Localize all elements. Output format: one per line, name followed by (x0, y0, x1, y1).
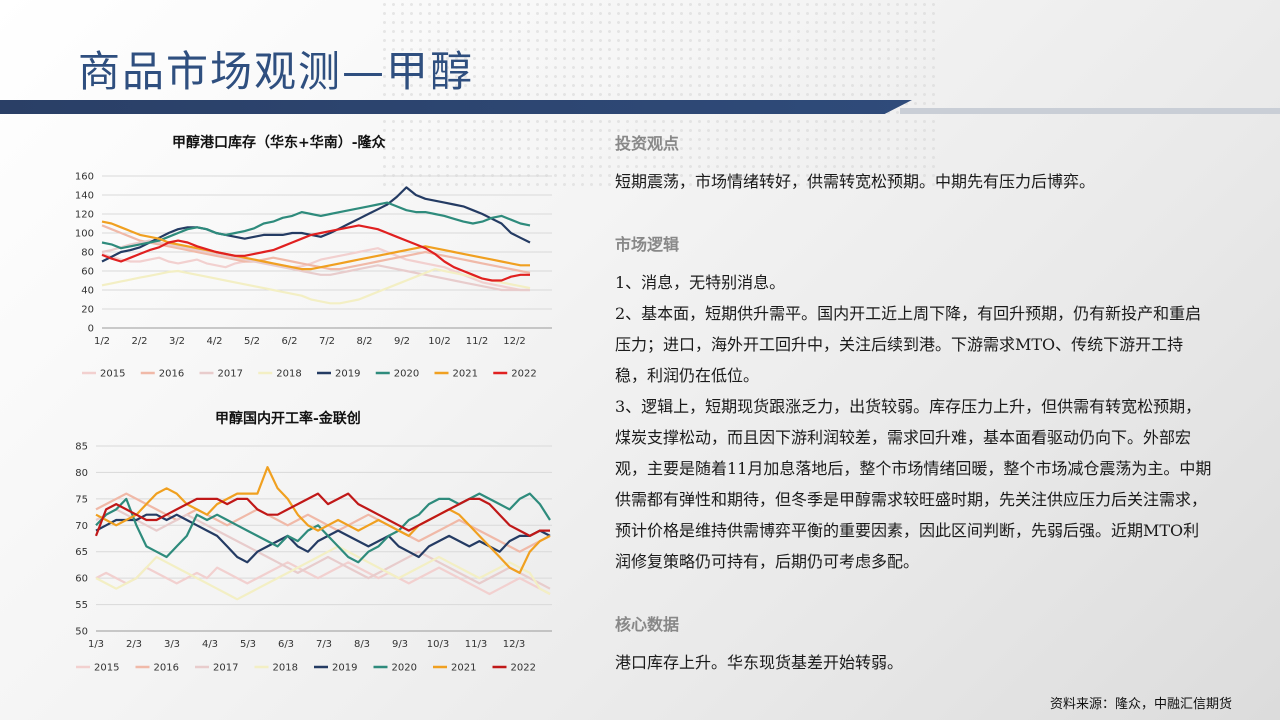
section-core-data: 核心数据 港口库存上升。华东现货基差开始转弱。 (615, 611, 1215, 678)
legend-label: 2018 (273, 663, 298, 674)
chart-port-inventory-svg: 0 20 40 60 80 100 120 140 160 1/2 2/2 3/2 4/2 5/2 6/2 7… (75, 172, 552, 380)
title-underline-band (0, 100, 912, 114)
x-tick-label: 4/2 (206, 336, 222, 347)
chart-title: 甲醇港口库存（华东+华南）-隆众 (172, 135, 386, 151)
x-tick-label: 1/2 (94, 336, 110, 347)
source-note: 资料来源：隆众，中融汇信期货 (1049, 697, 1232, 712)
world-map-dots (380, 0, 940, 190)
series-line-2020 (101, 201, 531, 250)
legend-label: 2015 (94, 663, 119, 674)
series-line-2016 (101, 224, 531, 274)
x-tick-label: 6/2 (281, 336, 297, 347)
section-heading: 核心数据 (615, 615, 680, 634)
chart-title: 甲醇国内开工率-金联创 (215, 411, 361, 427)
series-line-2019 (101, 186, 531, 263)
x-tick-label: 5/3 (240, 639, 256, 650)
series-line-2021 (101, 220, 530, 271)
x-tick-label: 11/3 (465, 639, 487, 650)
legend-label: 2020 (394, 369, 419, 380)
y-tick-label: 50 (75, 627, 88, 638)
section-heading: 投资观点 (615, 134, 680, 153)
section-paragraph: 2、基本面，短期供升需平。国内开工近上周下降，有回升预期，仍有新投产和重启压力；… (615, 304, 1202, 385)
x-tick-label: 4/3 (202, 639, 218, 650)
y-tick-label: 85 (75, 442, 88, 453)
legend-label: 2018 (276, 369, 301, 380)
legend-label: 2015 (100, 369, 125, 380)
legend-label: 2016 (159, 369, 184, 380)
series-line-2017 (95, 508, 551, 590)
x-tick-label: 2/3 (126, 639, 142, 650)
y-tick-label: 100 (75, 229, 94, 240)
x-tick-label: 9/3 (392, 639, 408, 650)
series-line-2022 (101, 224, 530, 282)
x-tick-label: 7/3 (316, 639, 332, 650)
y-tick-label: 20 (81, 305, 94, 316)
x-tick-label: 12/2 (503, 336, 525, 347)
y-tick-label: 140 (75, 191, 94, 202)
series-line-2018 (95, 545, 551, 601)
x-tick-label: 10/3 (427, 639, 449, 650)
chart-operating-rate-svg: 50 55 60 65 70 75 80 85 1/3 2/3 3/3 4/3 5/3 6/3 7/3 8/3… (75, 442, 552, 674)
analysis-panel: 投资观点 短期震荡，市场情绪转好，供需转宽松预期。中期先有压力后博弈。 市场逻辑… (615, 130, 1215, 700)
x-tick-label: 11/2 (466, 336, 488, 347)
y-tick-label: 70 (75, 521, 88, 532)
page-title: 商品市场观测—甲醇 (78, 47, 475, 96)
series-line-2021 (95, 465, 551, 574)
x-tick-label: 3/3 (164, 639, 180, 650)
legend-label: 2019 (335, 369, 360, 380)
legend-label: 2017 (218, 369, 243, 380)
x-tick-label: 9/2 (394, 336, 410, 347)
y-tick-label: 75 (75, 494, 88, 505)
section-paragraph: 1、消息，无特别消息。 (615, 273, 786, 292)
y-tick-label: 120 (75, 210, 94, 221)
chart-operating-rate: 甲醇国内开工率-金联创 50 55 60 65 70 75 80 85 1/3 2/3 3/3 4/3… (60, 404, 570, 679)
section-paragraph: 短期震荡，市场情绪转好，供需转宽松预期。中期先有压力后博弈。 (615, 172, 1096, 191)
x-tick-label: 8/3 (354, 639, 370, 650)
legend-label: 2022 (511, 663, 536, 674)
y-tick-label: 160 (75, 172, 94, 183)
y-tick-label: 60 (81, 267, 94, 278)
x-tick-label: 7/2 (319, 336, 335, 347)
y-tick-label: 80 (75, 468, 88, 479)
section-market-logic: 市场逻辑 1、消息，无特别消息。 2、基本面，短期供升需平。国内开工近上周下降，… (615, 231, 1215, 577)
x-tick-label: 8/2 (356, 336, 372, 347)
series-line-2018 (101, 268, 531, 305)
y-tick-label: 65 (75, 547, 88, 558)
series-line-2017 (101, 239, 530, 292)
x-tick-label: 2/2 (131, 336, 147, 347)
title-underline-light (900, 108, 1280, 114)
series-line-2020 (95, 492, 551, 564)
section-heading: 市场逻辑 (615, 235, 680, 254)
section-investment-view: 投资观点 短期震荡，市场情绪转好，供需转宽松预期。中期先有压力后博弈。 (615, 130, 1215, 197)
x-tick-label: 10/2 (428, 336, 450, 347)
x-tick-label: 3/2 (169, 336, 185, 347)
series-line-2019 (95, 513, 551, 564)
legend-label: 2022 (511, 369, 536, 380)
legend-label: 2021 (451, 663, 476, 674)
y-tick-label: 40 (81, 286, 94, 297)
y-tick-label: 60 (75, 574, 88, 585)
legend-label: 2019 (332, 663, 357, 674)
legend-label: 2016 (154, 663, 179, 674)
legend-label: 2017 (213, 663, 238, 674)
section-paragraph: 港口库存上升。华东现货基差开始转弱。 (615, 653, 904, 672)
x-tick-label: 12/3 (503, 639, 525, 650)
series-line-2015 (95, 561, 551, 596)
legend-label: 2021 (453, 369, 478, 380)
x-tick-label: 6/3 (278, 639, 294, 650)
legend-label: 2020 (392, 663, 417, 674)
y-tick-label: 0 (88, 324, 94, 335)
series-line-2022 (94, 492, 550, 537)
section-paragraph: 3、逻辑上，短期现货跟涨乏力，出货较弱。库存压力上升，但供需有转宽松预期，煤炭支… (615, 397, 1212, 571)
y-tick-label: 80 (81, 248, 94, 259)
x-tick-label: 1/3 (88, 639, 104, 650)
x-tick-label: 5/2 (244, 336, 260, 347)
y-tick-label: 55 (75, 600, 88, 611)
chart-port-inventory: 甲醇港口库存（华东+华南）-隆众 0 20 40 60 80 100 120 140 160 1/… (60, 128, 570, 388)
